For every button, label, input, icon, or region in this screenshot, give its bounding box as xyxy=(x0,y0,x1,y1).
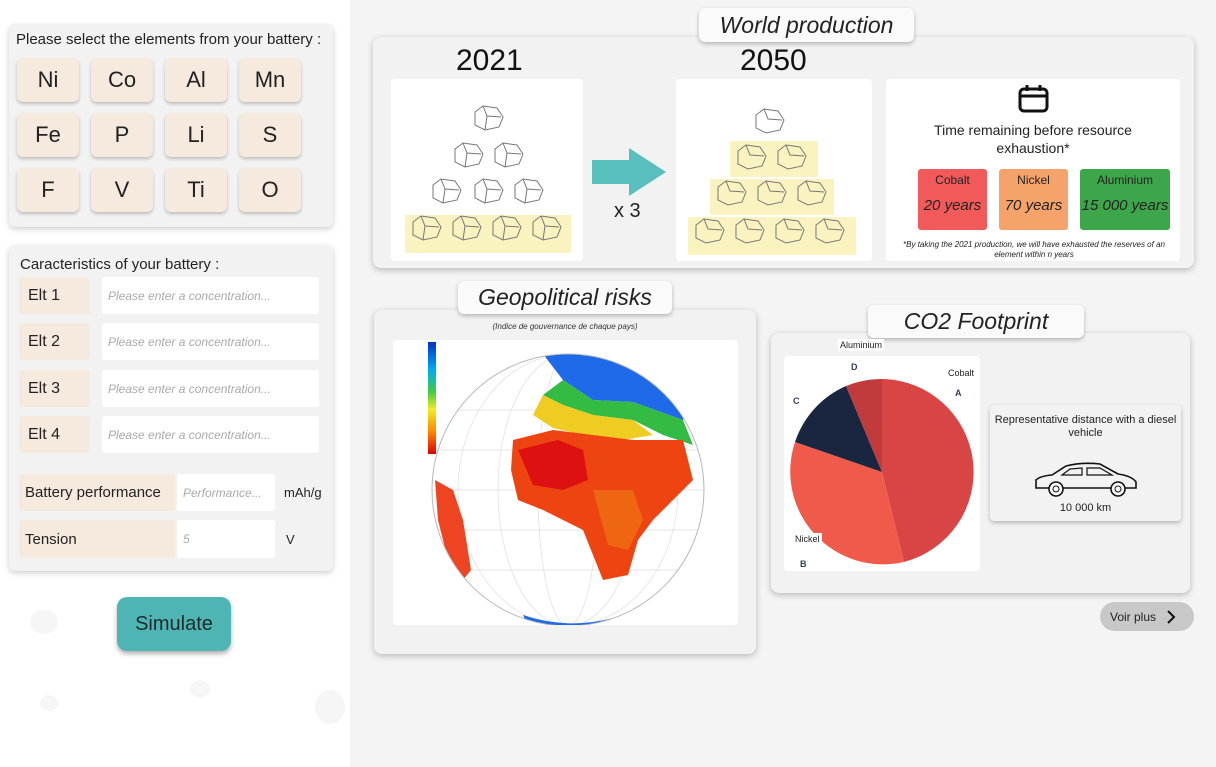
voir-plus-button[interactable]: Voir plus xyxy=(1100,602,1194,631)
resource-cobalt-card: Cobalt 20 years xyxy=(918,169,987,230)
year-2021-label: 2021 xyxy=(456,44,523,77)
pie-slice-c xyxy=(795,386,882,472)
pie-slice-a xyxy=(882,379,974,562)
year-2050-label: 2050 xyxy=(740,44,807,77)
element-button-p[interactable]: P xyxy=(91,113,153,157)
pie-label-cobalt: Cobalt xyxy=(946,367,977,379)
ore-rock-icon xyxy=(474,105,504,131)
globe-map-box xyxy=(393,340,738,627)
element-button-ni[interactable]: Ni xyxy=(17,58,79,102)
distance-title: Representative distance with a diesel ve… xyxy=(994,414,1177,439)
distance-card: Representative distance with a diesel ve… xyxy=(990,405,1181,521)
elt-2-input[interactable]: Please enter a concentration... xyxy=(102,323,319,360)
production-2050-box xyxy=(676,79,872,261)
elt-3-input[interactable]: Please enter a concentration... xyxy=(102,370,319,407)
pie-letter-b: B xyxy=(800,559,807,569)
simulate-button[interactable]: Simulate xyxy=(117,597,231,651)
battery-characteristics-card: Caracteristics of your battery : Elt 1 P… xyxy=(9,245,333,571)
element-button-li[interactable]: Li xyxy=(165,113,227,157)
element-button-f[interactable]: F xyxy=(17,168,79,212)
decor-blob xyxy=(315,690,345,724)
growth-arrow-icon xyxy=(592,148,666,196)
distance-value: 10 000 km xyxy=(1059,502,1112,514)
resource-name: Aluminium xyxy=(1096,173,1153,187)
elt-3-label: Elt 3 xyxy=(19,370,90,407)
geopolitical-title: Geopolitical risks xyxy=(458,281,672,314)
car-icon xyxy=(1035,462,1137,497)
resource-years: 70 years xyxy=(1004,197,1063,214)
resource-aluminium-card: Aluminium 15 000 years xyxy=(1080,169,1170,230)
tension-unit: V xyxy=(286,532,295,547)
resource-name: Cobalt xyxy=(935,173,970,187)
production-2021-pyramid xyxy=(405,105,571,253)
element-button-mn[interactable]: Mn xyxy=(239,58,301,102)
time-remaining-title: Time remaining before resource exhaustio… xyxy=(934,122,1132,156)
decor-blob xyxy=(30,610,58,634)
tension-input[interactable]: 5 xyxy=(177,520,275,558)
element-button-v[interactable]: V xyxy=(91,168,153,212)
color-scale-bar xyxy=(428,342,436,454)
elt-1-input[interactable]: Please enter a concentration... xyxy=(102,277,319,314)
exhaustion-footnote: *By taking the 2021 production, we will … xyxy=(903,240,1165,259)
resource-name: Nickel xyxy=(1017,173,1050,187)
production-2050-pyramid xyxy=(688,108,856,255)
world-production-title: World production xyxy=(699,8,914,42)
chevron-right-icon xyxy=(1167,610,1176,624)
element-button-ti[interactable]: Ti xyxy=(165,168,227,212)
tension-label: Tension xyxy=(19,520,175,558)
pie-label-aluminium: Aluminium xyxy=(838,339,885,351)
element-selection-card: Please select the elements from your bat… xyxy=(9,24,333,227)
production-2021-box xyxy=(391,79,583,261)
pie-letter-d: D xyxy=(851,362,858,372)
element-button-s[interactable]: S xyxy=(239,113,301,157)
characteristics-title: Caracteristics of your battery : xyxy=(20,256,220,273)
pie-slice-d xyxy=(846,378,882,472)
elt-4-label: Elt 4 xyxy=(19,416,90,453)
element-button-o[interactable]: O xyxy=(239,168,301,212)
calendar-icon xyxy=(1018,85,1049,113)
resource-nickel-card: Nickel 70 years xyxy=(999,169,1068,230)
globe-caption: (Indice de gouvernance de chaque pays) xyxy=(492,322,638,331)
pie-letter-a: A xyxy=(955,388,962,398)
performance-unit: mAh/g xyxy=(284,485,322,500)
element-button-al[interactable]: Al xyxy=(165,58,227,102)
decor-blob xyxy=(190,680,210,698)
pie-letter-c: C xyxy=(793,396,800,406)
decor-blob xyxy=(40,695,58,711)
element-button-co[interactable]: Co xyxy=(91,58,153,102)
battery-performance-input[interactable]: Performance... xyxy=(177,474,275,511)
resource-years: 15 000 years xyxy=(1081,197,1169,214)
elt-4-input[interactable]: Please enter a concentration... xyxy=(102,416,319,453)
production-multiplier: x 3 xyxy=(614,200,641,222)
elt-1-label: Elt 1 xyxy=(19,277,90,314)
governance-globe-map xyxy=(428,342,705,627)
pie-label-nickel: Nickel xyxy=(793,533,822,545)
co2-title: CO2 Footprint xyxy=(868,305,1084,338)
element-selection-title: Please select the elements from your bat… xyxy=(16,31,322,48)
elt-2-label: Elt 2 xyxy=(19,323,90,360)
resource-years: 20 years xyxy=(923,197,982,214)
element-button-fe[interactable]: Fe xyxy=(17,113,79,157)
voir-plus-label: Voir plus xyxy=(1110,609,1157,624)
co2-pie-chart xyxy=(790,378,974,565)
battery-performance-label: Battery performance xyxy=(19,474,175,511)
